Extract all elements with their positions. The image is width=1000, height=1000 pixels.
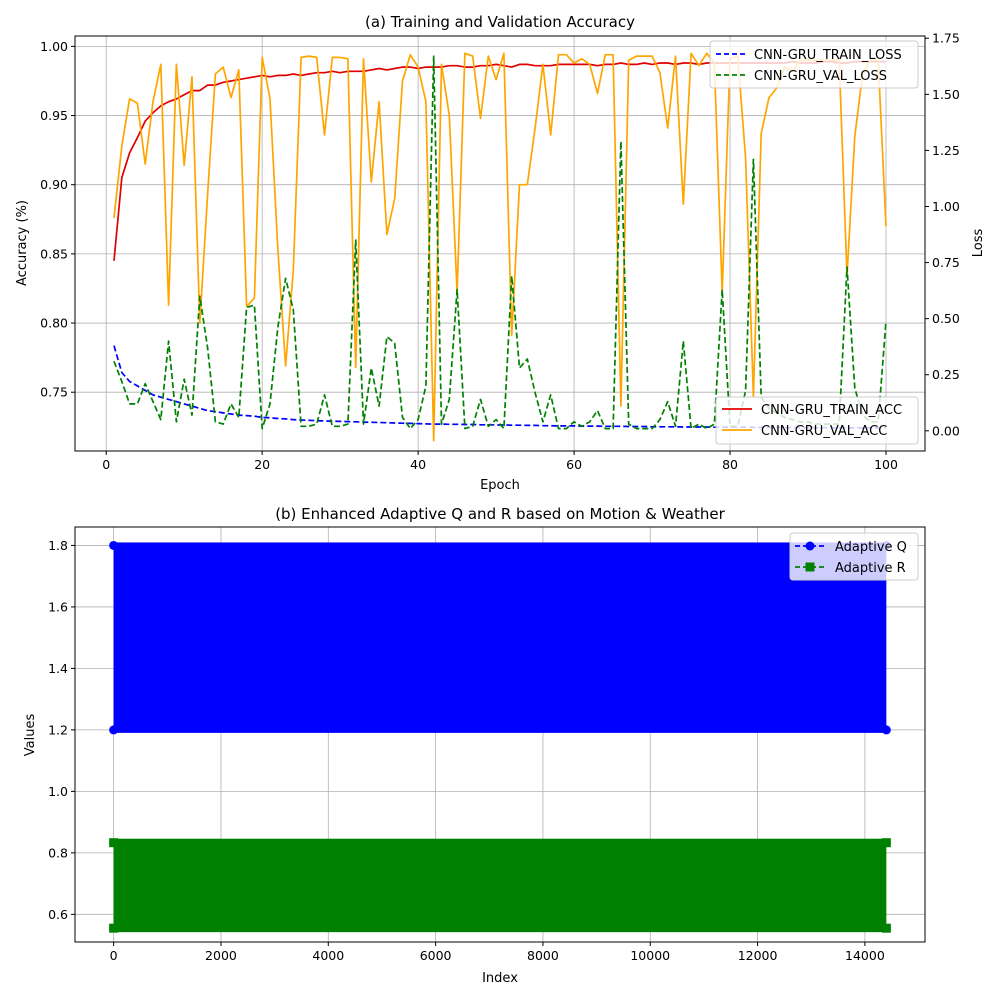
accuracy-chart-title: (a) Training and Validation Accuracy xyxy=(365,13,635,31)
x-tick-label: 0 xyxy=(110,948,118,963)
x-tick-label: 0 xyxy=(102,457,110,472)
legend-marker-adaptive-q xyxy=(805,541,815,551)
adaptive-qr-legend-box xyxy=(789,532,919,581)
adaptive-qr-legend: Adaptive Q Adaptive R xyxy=(789,532,919,581)
loss-legend-box xyxy=(709,40,919,89)
series-line-cnn-gru-val-loss xyxy=(113,55,887,430)
adaptive-qr-chart-frame xyxy=(74,526,926,943)
adaptive-qr-chart: (b) Enhanced Adaptive Q and R based on M… xyxy=(23,505,926,986)
loss-axis-ticks: 0.00 0.25 0.50 0.75 1.00 1.25 1.50 1.75 xyxy=(925,31,960,438)
adaptive-qr-chart-x-ticks: 0 2000 4000 6000 8000 10000 12000 14000 xyxy=(110,942,885,963)
adaptive-qr-chart-y-label: Values xyxy=(23,714,38,757)
x-tick-label: 10000 xyxy=(630,948,670,963)
accuracy-chart-frame xyxy=(74,35,926,452)
series-marker-adaptive-r xyxy=(109,838,119,848)
y-tick-label: 0.85 xyxy=(40,246,68,261)
series-marker-adaptive-r xyxy=(109,923,119,933)
x-tick-label: 60 xyxy=(566,457,582,472)
y-tick-label: 1.2 xyxy=(48,722,68,737)
accuracy-chart-x-label: Epoch xyxy=(480,478,520,493)
accuracy-legend: CNN-GRU_TRAIN_ACC CNN-GRU_VAL_ACC xyxy=(715,396,919,445)
loss-tick-label: 0.50 xyxy=(932,311,960,326)
series-marker-adaptive-q xyxy=(109,725,119,735)
series-marker-adaptive-q xyxy=(109,540,119,550)
series-marker-adaptive-r xyxy=(881,838,891,848)
series-band-adaptive-q xyxy=(113,542,887,733)
y-tick-label: 0.6 xyxy=(48,907,68,922)
x-tick-label: 4000 xyxy=(312,948,344,963)
accuracy-chart-x-ticks: 0 20 40 60 80 100 xyxy=(102,451,898,472)
loss-tick-label: 1.50 xyxy=(932,87,960,102)
legend-label-train-loss: CNN-GRU_TRAIN_LOSS xyxy=(754,48,902,63)
x-tick-label: 14000 xyxy=(845,948,885,963)
accuracy-legend-box xyxy=(715,396,919,445)
loss-tick-label: 0.25 xyxy=(932,367,960,382)
legend-marker-adaptive-r xyxy=(805,562,815,572)
x-tick-label: 100 xyxy=(874,457,898,472)
y-tick-label: 1.0 xyxy=(48,784,68,799)
y-tick-label: 0.75 xyxy=(40,385,68,400)
legend-label-val-acc: CNN-GRU_VAL_ACC xyxy=(761,424,887,439)
loss-legend: CNN-GRU_TRAIN_LOSS CNN-GRU_VAL_LOSS xyxy=(709,40,919,89)
loss-tick-label: 1.25 xyxy=(932,143,960,158)
x-tick-label: 8000 xyxy=(527,948,559,963)
series-band-adaptive-r xyxy=(113,838,887,933)
legend-label-val-loss: CNN-GRU_VAL_LOSS xyxy=(754,69,887,84)
legend-label-adaptive-r: Adaptive R xyxy=(835,561,906,576)
accuracy-chart-y-ticks: 0.75 0.80 0.85 0.90 0.95 1.00 xyxy=(40,39,75,400)
x-tick-label: 80 xyxy=(722,457,738,472)
y-tick-label: 1.6 xyxy=(48,599,68,614)
series-marker-adaptive-r xyxy=(881,923,891,933)
adaptive-qr-chart-series xyxy=(109,540,891,933)
series-marker-adaptive-q xyxy=(881,725,891,735)
x-tick-label: 6000 xyxy=(420,948,452,963)
x-tick-label: 2000 xyxy=(205,948,237,963)
legend-label-train-acc: CNN-GRU_TRAIN_ACC xyxy=(761,403,902,418)
y-tick-label: 0.95 xyxy=(40,108,68,123)
y-tick-label: 0.80 xyxy=(40,316,68,331)
loss-tick-label: 0.00 xyxy=(932,423,960,438)
loss-tick-label: 0.75 xyxy=(932,255,960,270)
y-tick-label: 0.8 xyxy=(48,845,68,860)
legend-label-adaptive-q: Adaptive Q xyxy=(835,540,907,555)
adaptive-qr-chart-x-label: Index xyxy=(482,971,518,986)
y-tick-label: 0.90 xyxy=(40,177,68,192)
y-tick-label: 1.4 xyxy=(48,661,68,676)
accuracy-chart-y-label: Accuracy (%) xyxy=(15,200,30,286)
y-tick-label: 1.8 xyxy=(48,538,68,553)
loss-tick-label: 1.00 xyxy=(932,199,960,214)
x-tick-label: 40 xyxy=(410,457,426,472)
adaptive-qr-chart-y-ticks: 0.6 0.8 1.0 1.2 1.4 1.6 1.8 xyxy=(48,538,75,922)
y-tick-label: 1.00 xyxy=(40,39,68,54)
loss-axis-label: Loss xyxy=(971,229,986,258)
loss-tick-label: 1.75 xyxy=(932,31,960,46)
adaptive-qr-chart-title: (b) Enhanced Adaptive Q and R based on M… xyxy=(275,505,725,523)
x-tick-label: 12000 xyxy=(738,948,778,963)
accuracy-chart: (a) Training and Validation Accuracy 0 20… xyxy=(15,13,986,493)
x-tick-label: 20 xyxy=(254,457,270,472)
